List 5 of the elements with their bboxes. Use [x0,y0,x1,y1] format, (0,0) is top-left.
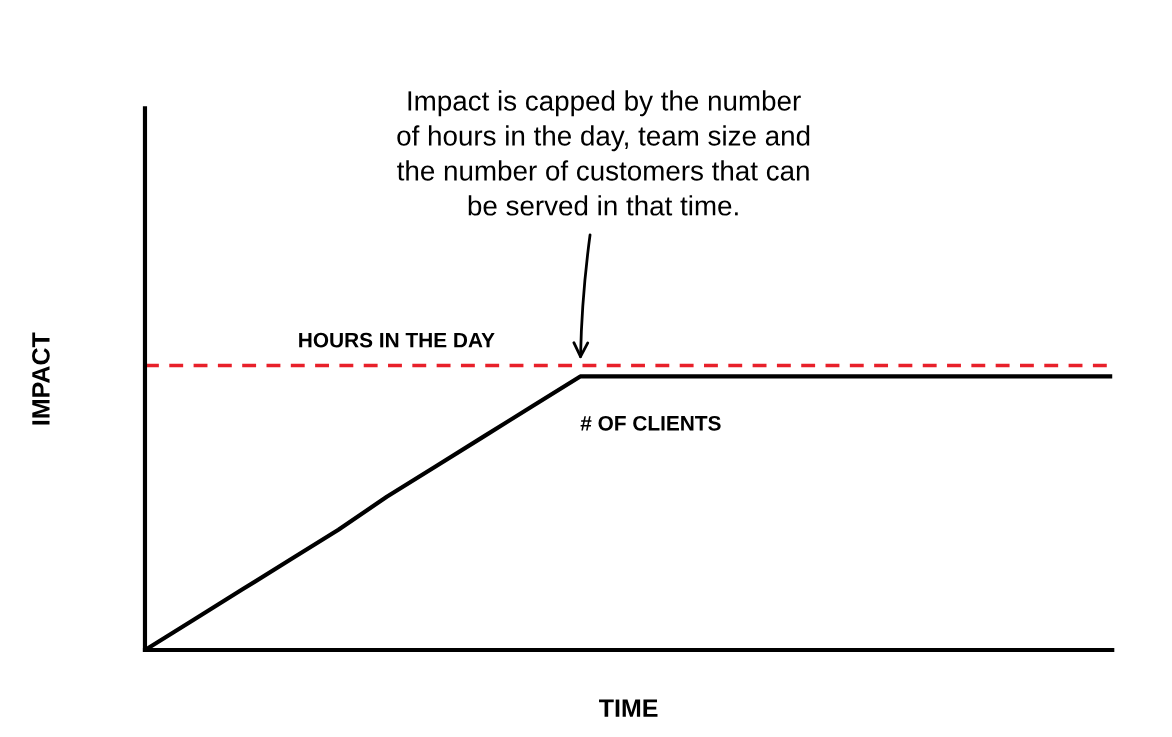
x-axis-title: TIME [599,699,658,717]
y-axis-title: IMPACT [32,332,50,425]
annotation: Impact is capped by the number of hours in the day, team size and the number of customers that can be served in that time. [397,90,810,216]
ref-line-label: HOURS IN THE DAY [299,332,495,348]
series-label: # OF CLIENTS [580,415,721,431]
